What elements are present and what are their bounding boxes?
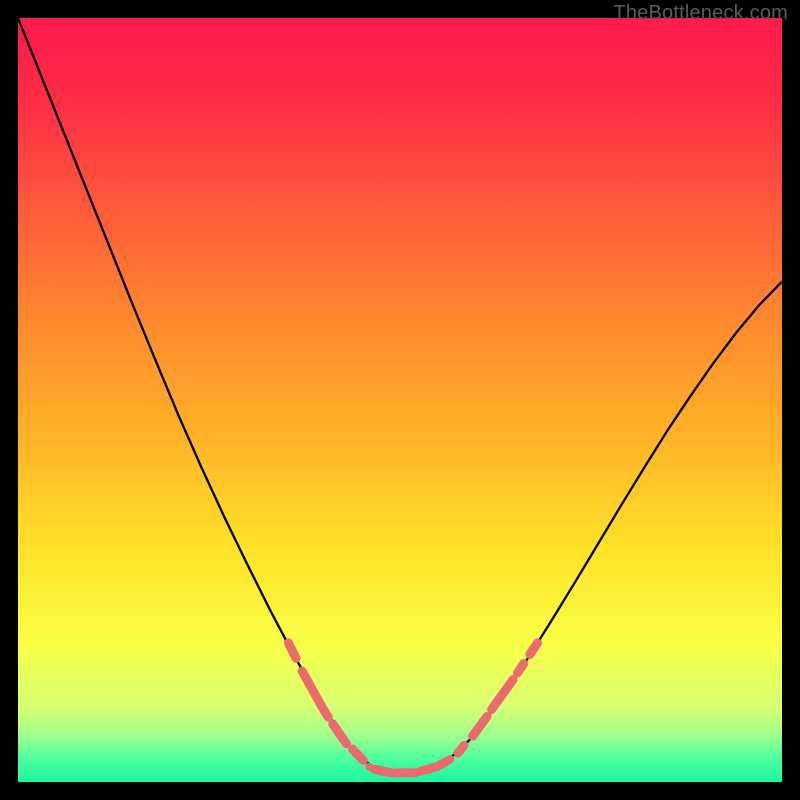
valley-marker: [425, 766, 433, 774]
left-arm-dash: [288, 643, 296, 658]
left-arm-dash: [302, 671, 322, 707]
valley-marker: [413, 768, 420, 775]
valley-marker: [435, 761, 444, 770]
valley-marker: [402, 769, 410, 777]
bottleneck-curve: [18, 18, 782, 782]
main-curve-path: [18, 18, 782, 773]
valley-marker: [378, 768, 386, 776]
right-arm-dash: [530, 643, 538, 654]
plot-area: [18, 18, 782, 782]
left-arm-dash: [324, 709, 329, 717]
watermark-text: TheBottleneck.com: [613, 2, 788, 25]
left-arm-dash: [333, 724, 347, 744]
valley-marker: [390, 769, 398, 777]
right-arm-dash: [458, 745, 464, 753]
right-arm-dash: [473, 716, 488, 736]
valley-marker: [446, 755, 454, 763]
chart-frame: TheBottleneck.com: [0, 0, 800, 800]
right-arm-dash: [518, 664, 524, 673]
valley-marker: [365, 763, 373, 771]
right-arm-dash: [492, 680, 513, 710]
left-arm-dash: [353, 749, 364, 760]
